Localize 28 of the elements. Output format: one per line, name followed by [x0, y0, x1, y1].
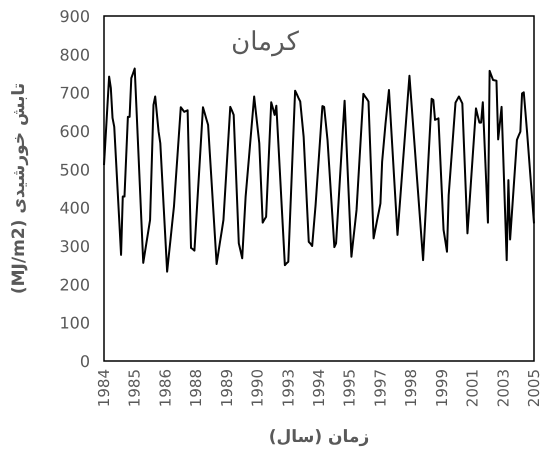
- x-axis-title: زمان (سال): [268, 427, 370, 447]
- y-tick-label: 0: [80, 352, 90, 371]
- y-tick-label: 300: [59, 237, 90, 256]
- y-tick-label: 400: [59, 198, 90, 218]
- x-tick-label: 1999: [432, 369, 451, 408]
- x-tick-label: 1989: [218, 369, 236, 408]
- y-axis-title: تابش خورشیدی (MJ/m2): [9, 82, 29, 294]
- y-tick-label: 100: [59, 314, 90, 333]
- x-tick-label: 1986: [156, 369, 174, 408]
- y-tick-label: 700: [59, 84, 90, 103]
- x-tick-label: 1984: [95, 369, 113, 408]
- y-tick-label: 900: [59, 7, 90, 26]
- x-tick-label: 1997: [371, 369, 390, 408]
- x-tick-label: 1985: [126, 369, 144, 408]
- x-tick-label: 1994: [310, 369, 328, 408]
- x-tick-label: 1988: [187, 369, 206, 408]
- y-tick-label: 200: [59, 275, 90, 294]
- x-tick-label: 1998: [402, 369, 420, 408]
- x-tick-label: 1995: [340, 369, 359, 408]
- chart-title: کرمان: [231, 27, 300, 57]
- y-tick-label: 500: [59, 160, 90, 180]
- x-tick-label: 2005: [525, 369, 543, 408]
- y-tick-label: 600: [59, 122, 90, 141]
- x-tick-label: 1990: [248, 369, 267, 408]
- x-tick-label: 2001: [464, 369, 482, 408]
- x-tick-label: 2003: [494, 369, 512, 408]
- y-tick-label: 800: [59, 45, 90, 64]
- x-tick-label: 1993: [279, 369, 298, 408]
